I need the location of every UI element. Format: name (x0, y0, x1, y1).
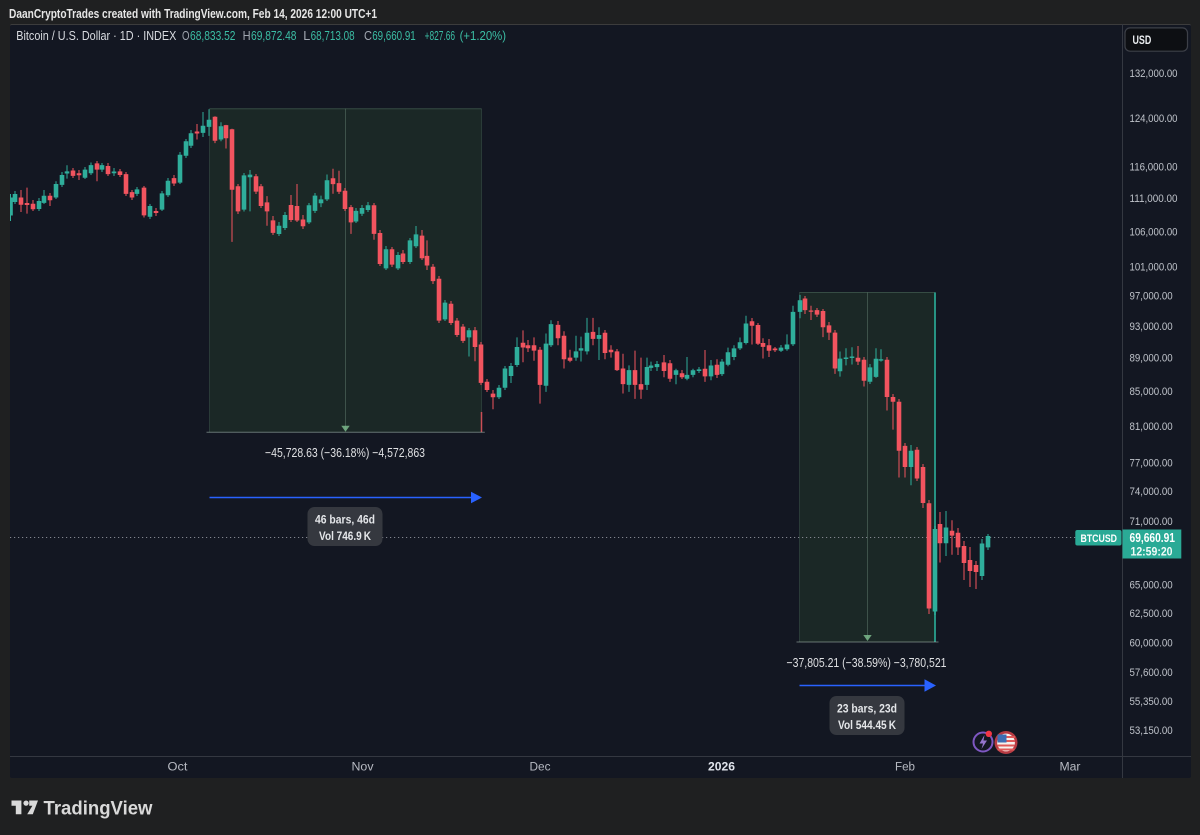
svg-text:65,000.00: 65,000.00 (1130, 580, 1173, 592)
svg-text:Vol 746.9 K: Vol 746.9 K (319, 531, 372, 543)
svg-text:+827.66: +827.66 (425, 29, 456, 43)
svg-text:Bitcoin / U.S. Dollar · 1D · I: Bitcoin / U.S. Dollar · 1D · INDEX (16, 29, 177, 43)
svg-text:(+1.20%): (+1.20%) (460, 29, 507, 43)
svg-text:97,000.00: 97,000.00 (1130, 291, 1173, 303)
svg-text:93,000.00: 93,000.00 (1130, 321, 1173, 333)
svg-text:USD: USD (1133, 35, 1152, 47)
svg-text:69,872.48: 69,872.48 (251, 29, 297, 43)
svg-text:62,500.00: 62,500.00 (1130, 608, 1173, 620)
svg-text:69,660.91: 69,660.91 (372, 29, 416, 43)
svg-text:Vol 544.45 K: Vol 544.45 K (838, 720, 897, 732)
svg-text:Mar: Mar (1060, 762, 1081, 774)
svg-text:106,000.00: 106,000.00 (1130, 227, 1178, 239)
svg-text:68,833.52: 68,833.52 (190, 29, 236, 43)
svg-text:74,000.00: 74,000.00 (1130, 486, 1173, 498)
svg-text:BTCUSD: BTCUSD (1081, 533, 1118, 545)
svg-text:Oct: Oct (168, 762, 189, 774)
svg-text:C: C (364, 29, 372, 43)
svg-text:DaanCryptoTrades created with: DaanCryptoTrades created with TradingVie… (9, 6, 377, 21)
svg-text:2026: 2026 (708, 762, 735, 774)
svg-text:L: L (303, 29, 310, 43)
svg-text:132,000.00: 132,000.00 (1130, 68, 1178, 80)
svg-text:H: H (243, 29, 251, 43)
svg-text:−45,728.63 (−36.18%) −4,572,86: −45,728.63 (−36.18%) −4,572,863 (265, 445, 425, 460)
svg-text:81,000.00: 81,000.00 (1130, 421, 1173, 433)
svg-text:69,660.91: 69,660.91 (1130, 531, 1176, 545)
svg-text:77,000.00: 77,000.00 (1130, 457, 1173, 469)
svg-text:71,000.00: 71,000.00 (1130, 516, 1173, 528)
svg-text:60,000.00: 60,000.00 (1130, 638, 1173, 650)
svg-text:23 bars, 23d: 23 bars, 23d (837, 704, 897, 716)
svg-text:−37,805.21 (−38.59%) −3,780,52: −37,805.21 (−38.59%) −3,780,521 (787, 655, 947, 670)
svg-text:12:59:20: 12:59:20 (1131, 544, 1173, 558)
svg-text:101,000.00: 101,000.00 (1130, 261, 1178, 273)
svg-text:68,713.08: 68,713.08 (311, 29, 355, 43)
svg-text:Nov: Nov (352, 762, 374, 774)
svg-text:111,000.00: 111,000.00 (1130, 193, 1178, 205)
svg-text:46 bars, 46d: 46 bars, 46d (315, 515, 375, 527)
svg-text:89,000.00: 89,000.00 (1130, 353, 1173, 365)
svg-text:116,000.00: 116,000.00 (1130, 161, 1178, 173)
svg-text:124,000.00: 124,000.00 (1130, 113, 1178, 125)
svg-text:Feb: Feb (895, 762, 915, 774)
svg-text:53,150.00: 53,150.00 (1130, 725, 1173, 737)
svg-text:85,000.00: 85,000.00 (1130, 386, 1173, 398)
svg-text:TradingView: TradingView (44, 797, 154, 819)
svg-text:Dec: Dec (530, 762, 551, 774)
svg-text:55,350.00: 55,350.00 (1130, 696, 1173, 708)
svg-text:57,600.00: 57,600.00 (1130, 667, 1173, 679)
svg-text:O: O (182, 29, 190, 43)
